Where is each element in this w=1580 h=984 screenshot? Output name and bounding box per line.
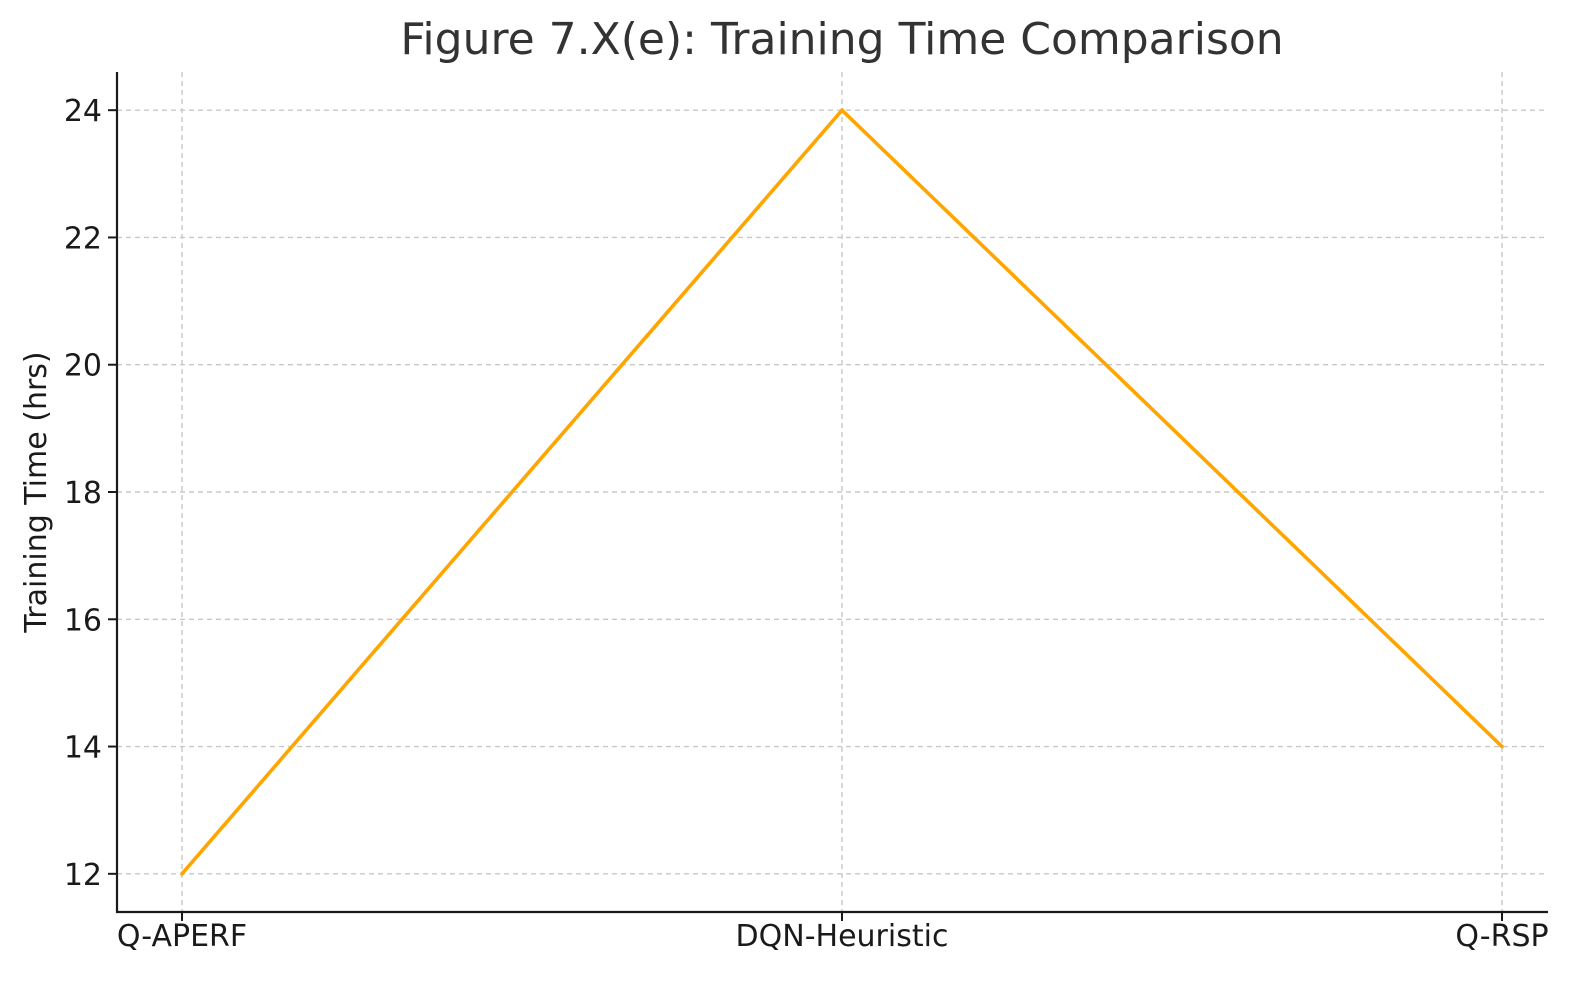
y-tick-label: 24 xyxy=(64,94,102,129)
y-tick-label: 16 xyxy=(64,603,102,638)
y-tick-label: 20 xyxy=(64,349,102,384)
x-tick-label: DQN-Heuristic xyxy=(736,919,949,954)
x-tick-label: Q-APERF xyxy=(117,919,247,954)
y-tick-label: 18 xyxy=(64,476,102,511)
axes xyxy=(108,72,1548,921)
series-point xyxy=(1500,744,1504,749)
x-tick-label: Q-RSP xyxy=(1455,919,1548,954)
y-axis-label: Training Time (hrs) xyxy=(19,351,54,633)
y-tick-label: 14 xyxy=(64,731,102,766)
series-layer xyxy=(180,107,1504,876)
series-point xyxy=(180,872,184,876)
y-tick-label: 12 xyxy=(64,858,102,893)
y-tick-label: 22 xyxy=(64,221,102,256)
grid-lines xyxy=(117,72,1548,912)
tick-labels: 12 14 16 18 20 22 24 Q-APERF DQN-Heuristic Q-RSP xyxy=(64,94,1549,954)
chart-title: Figure 7.X(e): Training Time Comparison xyxy=(400,14,1283,65)
series-point xyxy=(840,108,844,112)
